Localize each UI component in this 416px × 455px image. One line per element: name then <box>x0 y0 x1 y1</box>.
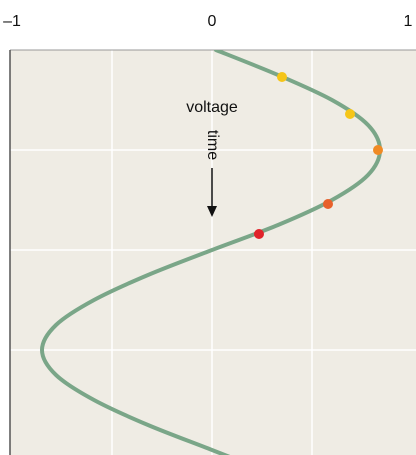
grid <box>10 50 416 455</box>
x-tick-label: –1 <box>3 13 21 30</box>
point <box>345 109 355 119</box>
arrow-head <box>207 206 217 217</box>
point <box>254 229 264 239</box>
x-tick-label: 0 <box>208 13 217 30</box>
annotation: voltage <box>186 99 238 116</box>
point <box>277 72 287 82</box>
annotation: time <box>204 130 221 160</box>
x-tick-label: 1 <box>404 13 413 30</box>
point <box>373 145 383 155</box>
points-group <box>254 72 383 239</box>
point <box>323 199 333 209</box>
curve-group <box>39 50 383 455</box>
curve <box>39 50 383 455</box>
